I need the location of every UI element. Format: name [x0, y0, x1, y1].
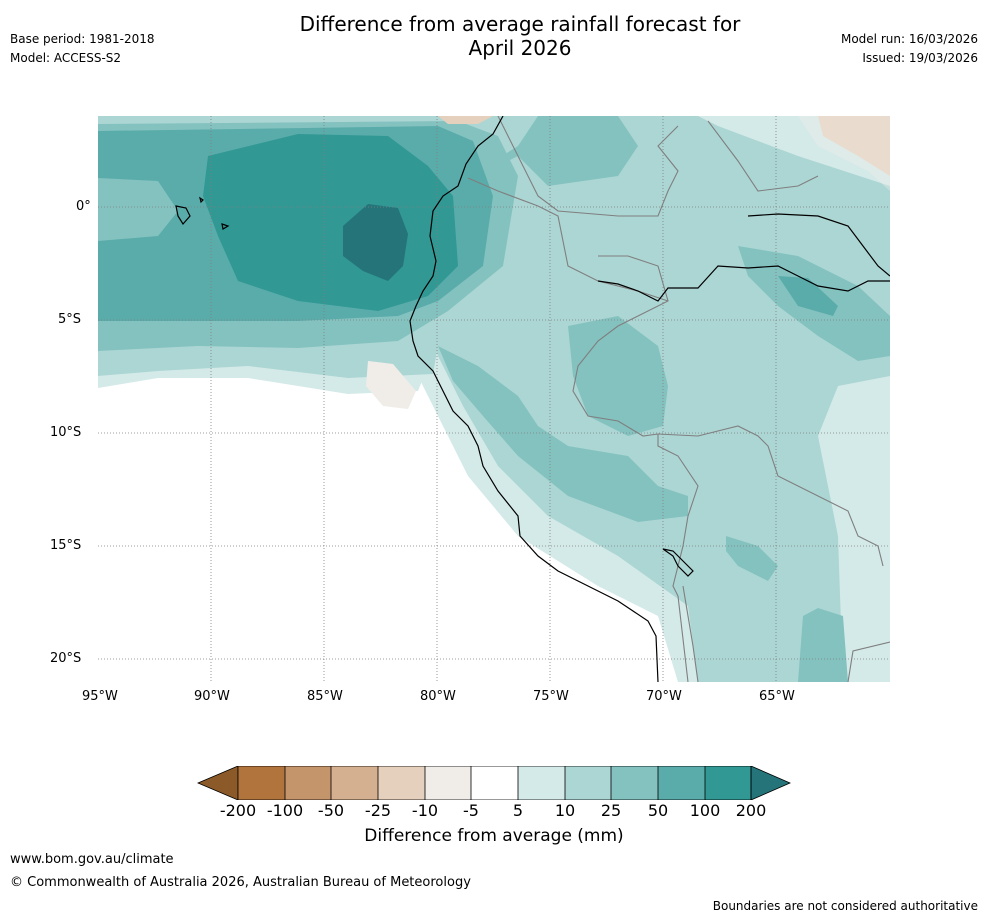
colorbar-label: Difference from average (mm): [364, 826, 624, 846]
lat-label-15s: 15°S: [50, 538, 82, 553]
river-amazon: [597, 265, 890, 302]
cb-tick-p25: 25: [600, 801, 622, 820]
galapagos-island-3: [199, 196, 204, 204]
colorbar-svg: [196, 765, 792, 801]
chart-title: Difference from average rainfall forecas…: [0, 12, 988, 60]
lon-label-70w: 70°W: [646, 689, 682, 704]
border-brazil-venezuela: [707, 120, 819, 192]
disclaimer-text: Boundaries are not considered authoritat…: [712, 899, 978, 913]
cb-tick-m200: -200: [219, 801, 257, 820]
copyright-text: © Commonwealth of Australia 2026, Austra…: [10, 875, 471, 890]
band-dry5-northeast: [798, 116, 890, 191]
map-svg: [98, 116, 890, 682]
meta-left: Base period: 1981-2018 Model: ACCESS-S2: [10, 30, 155, 68]
lon-label-95w: 95°W: [82, 689, 118, 704]
cb-swatch-wet100: [705, 766, 751, 800]
model-text: Model: ACCESS-S2: [10, 51, 122, 65]
cb-swatch-neutral: [471, 766, 518, 800]
band-wet25-southeast: [568, 316, 668, 436]
cb-tick-p5: 5: [512, 801, 524, 820]
cb-swatch-wet5: [518, 766, 565, 800]
cb-tick-p100: 100: [689, 801, 721, 820]
coast-pacific: [409, 116, 659, 682]
galapagos-island-2: [221, 223, 230, 230]
cb-tick-p10: 10: [554, 801, 576, 820]
border-bolivia: [657, 434, 699, 682]
rainfall-anomaly-map: [98, 116, 890, 682]
lon-label-65w: 65°W: [759, 689, 795, 704]
band-dry10-north: [438, 116, 493, 124]
coastlines: [175, 116, 890, 682]
band-wet50-amazon: [778, 276, 838, 316]
cb-arrow-wet: [750, 765, 792, 801]
border-peru-brazil: [572, 255, 669, 437]
band-wet25-bolivia: [726, 536, 778, 581]
cb-tick-p50: 50: [647, 801, 669, 820]
cb-swatch-wet25: [611, 766, 658, 800]
title-line-2: April 2026: [468, 36, 572, 60]
cb-tick-p200: 200: [735, 801, 767, 820]
website-link[interactable]: www.bom.gov.au/climate: [10, 852, 174, 867]
cb-swatch-wet50: [658, 766, 705, 800]
cb-dividers: [284, 766, 706, 800]
border-colombia-ecuador-peru: [467, 177, 669, 302]
cb-arrow-dry: [196, 765, 239, 801]
border-chile-argentina: [682, 585, 699, 682]
cb-swatch-wet10: [565, 766, 611, 800]
cb-swatch-dry50: [285, 766, 331, 800]
cb-tick-m5: -5: [463, 801, 479, 820]
cb-tick-m25: -25: [364, 801, 392, 820]
lon-label-85w: 85°W: [307, 689, 343, 704]
cb-swatch-dry10: [378, 766, 425, 800]
lat-label-5s: 5°S: [58, 312, 82, 327]
band-wet25-central: [448, 116, 638, 216]
lat-label-20s: 20°S: [50, 651, 82, 666]
title-line-1: Difference from average rainfall forecas…: [299, 12, 741, 36]
graticule: [98, 116, 890, 682]
base-period-text: Base period: 1981-2018: [10, 32, 155, 46]
border-paraguay: [847, 641, 890, 682]
galapagos-island-1: [175, 205, 191, 226]
colorbar: [196, 765, 792, 801]
coast-lake-titicaca: [662, 548, 694, 577]
cb-swatch-dry25: [331, 766, 378, 800]
cb-tick-m10: -10: [411, 801, 439, 820]
country-borders: [467, 116, 890, 682]
river-rionegro: [747, 213, 890, 277]
band-dry5-ocean-patch: [366, 361, 416, 409]
meta-right: Model run: 16/03/2026 Issued: 19/03/2026: [841, 30, 978, 68]
cb-swatch-dry5: [425, 766, 471, 800]
lon-label-80w: 80°W: [420, 689, 456, 704]
band-wet200-centre: [343, 204, 408, 281]
lat-label-0: 0°: [76, 199, 91, 214]
band-wet25-inland: [438, 346, 688, 522]
band-dry10-northeast: [818, 116, 890, 176]
cb-tick-m100: -100: [266, 801, 304, 820]
border-bolivia-brazil: [657, 425, 884, 567]
band-wet25-south: [798, 608, 848, 682]
issued-text: Issued: 19/03/2026: [862, 51, 978, 65]
anomaly-fills: [98, 116, 890, 682]
lon-label-90w: 90°W: [194, 689, 230, 704]
lat-label-10s: 10°S: [50, 425, 82, 440]
model-run-text: Model run: 16/03/2026: [840, 32, 978, 46]
cb-tick-m50: -50: [317, 801, 345, 820]
border-colombia-venezuela: [497, 116, 679, 217]
cb-swatch-dry100: [238, 766, 285, 800]
lon-label-75w: 75°W: [533, 689, 569, 704]
